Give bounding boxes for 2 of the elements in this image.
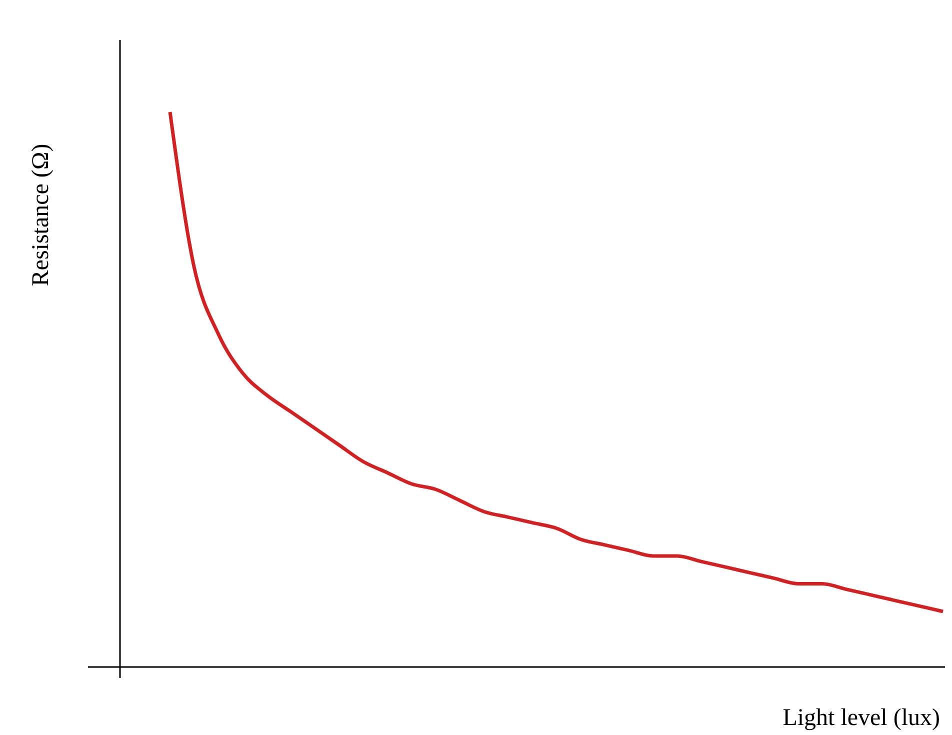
y-axis-title: Resistance (Ω) xyxy=(28,144,54,286)
x-axis-title: Light level (lux) xyxy=(782,705,940,731)
